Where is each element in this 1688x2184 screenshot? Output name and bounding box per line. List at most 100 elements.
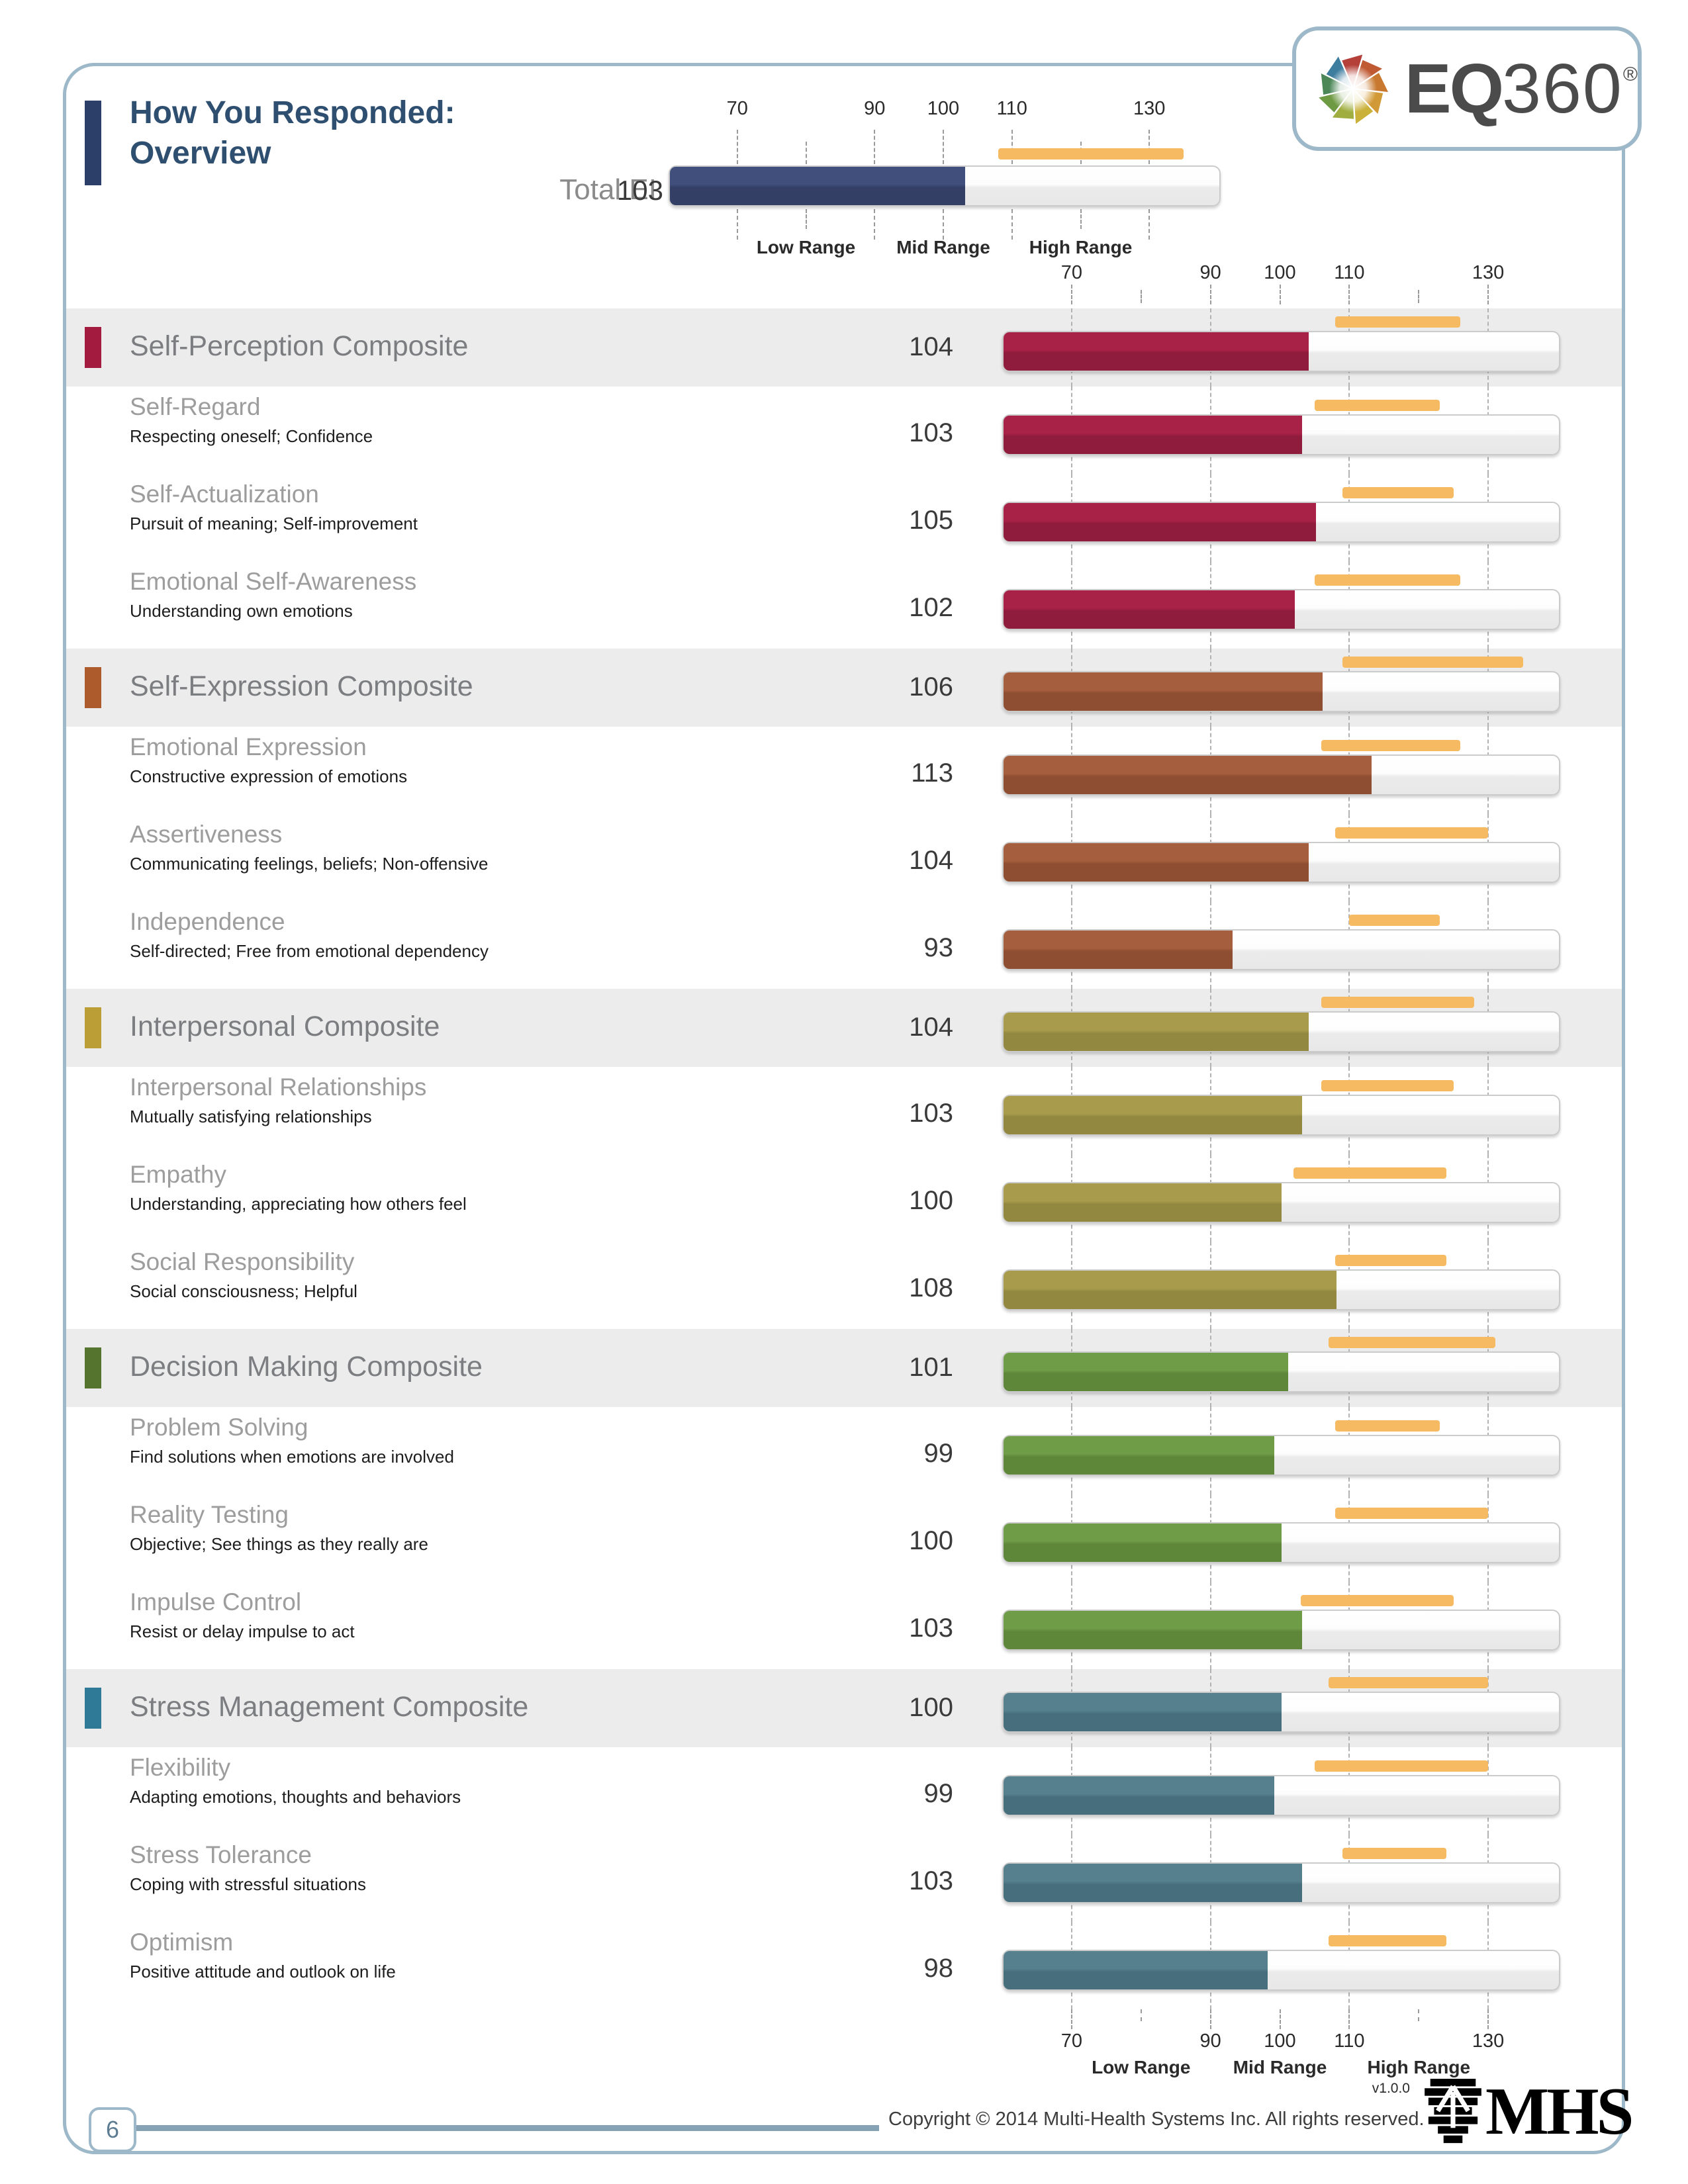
subscale-score: 93 [923, 933, 954, 962]
copyright-text: Copyright © 2014 Multi-Health Systems In… [888, 2109, 1425, 2130]
tick-mark [1149, 130, 1150, 164]
tick-mark [736, 209, 738, 240]
tick-mark [1418, 290, 1420, 303]
subscale-row: Self-Regard Respecting oneself; Confidenc… [66, 387, 1622, 474]
composite-accent-swatch [85, 1347, 101, 1388]
subscale-title: Interpersonal Relationships [130, 1073, 427, 1101]
subscale-title: Assertiveness [130, 821, 283, 848]
score-bar-fill [1004, 1693, 1282, 1731]
subscale-score: 103 [909, 1614, 953, 1643]
subscale-desc: Social consciousness; Helpful [130, 1281, 357, 1301]
subscale-title: Self-Actualization [130, 480, 319, 508]
score-bar-track [1002, 1435, 1560, 1476]
score-bar-fill [1004, 332, 1309, 371]
tick-mark [1209, 2009, 1211, 2029]
score-bar-track [1002, 1522, 1560, 1563]
composite-title: Self-Expression Composite [130, 670, 473, 702]
subscale-row: Flexibility Adapting emotions, thoughts a… [66, 1747, 1622, 1835]
score-bar-fill [670, 167, 966, 205]
tick-mark [1080, 209, 1082, 229]
footer-rule [136, 2125, 879, 2131]
subscale-row: Problem Solving Find solutions when emoti… [66, 1407, 1622, 1494]
score-bar-fill [1004, 1611, 1302, 1649]
subscale-score: 100 [909, 1186, 953, 1215]
subscale-row: Optimism Positive attitude and outlook on… [66, 1922, 1622, 2009]
subscale-score: 99 [923, 1779, 954, 1808]
tick-mark [1348, 2009, 1350, 2029]
composite-score: 101 [909, 1353, 953, 1382]
score-bar-fill [1004, 590, 1295, 629]
rater-range-band [1314, 1760, 1489, 1772]
composite-title: Self-Perception Composite [130, 330, 469, 362]
subscale-score: 98 [923, 1954, 954, 1983]
subscale-desc: Understanding own emotions [130, 601, 353, 621]
composite-accent-swatch [85, 667, 101, 708]
subscale-row: Emotional Self-Awareness Understanding ow… [66, 561, 1622, 649]
subscale-score: 100 [909, 1526, 953, 1555]
tick-mark [943, 209, 944, 240]
composite-score: 104 [909, 332, 953, 361]
composite-section: Stress Management Composite 100 Flexibilit… [0, 1669, 1688, 2009]
score-bar-fill [1004, 1524, 1282, 1562]
tick-mark [1070, 2009, 1072, 2029]
scale-number: 90 [864, 98, 886, 119]
subscale-desc: Objective; See things as they really are [130, 1534, 428, 1554]
score-bar-track [1002, 1095, 1560, 1136]
subscale-score: 103 [909, 1099, 953, 1128]
page-number-badge: 6 [89, 2107, 136, 2152]
subscale-title: Emotional Expression [130, 733, 367, 760]
tick-mark [1487, 2009, 1489, 2029]
score-bar-track [1002, 929, 1560, 970]
rater-range-band [1335, 827, 1489, 839]
tick-mark [874, 130, 876, 164]
scale-number: 110 [996, 98, 1027, 119]
composite-title: Decision Making Composite [130, 1351, 483, 1383]
page-title-line2: Overview [130, 136, 271, 171]
score-bar-track [1002, 1011, 1560, 1052]
composite-accent-swatch [85, 1007, 101, 1048]
rater-range-band [1293, 1167, 1447, 1179]
scale-number: 70 [726, 98, 748, 119]
subscale-desc: Resist or delay impulse to act [130, 1621, 355, 1641]
score-bar-fill [1004, 503, 1316, 541]
mhs-logo-icon [1425, 2079, 1481, 2144]
subscale-title: Problem Solving [130, 1414, 308, 1441]
subscale-title: Social Responsibility [130, 1248, 355, 1275]
composite-row: Decision Making Composite 101 [66, 1329, 1622, 1407]
scale-number: 130 [1472, 2030, 1505, 2052]
tick-mark [1418, 2009, 1420, 2021]
composite-score: 104 [909, 1013, 953, 1042]
subscale-title: Optimism [130, 1929, 234, 1956]
score-bar-track [1002, 1351, 1560, 1392]
composite-title: Interpersonal Composite [130, 1011, 440, 1042]
score-bar-track [1002, 671, 1560, 712]
subscale-title: Emotional Self-Awareness [130, 568, 417, 595]
subscale-desc: Find solutions when emotions are involve… [130, 1447, 454, 1467]
page-title-line1: How You Responded: [130, 95, 455, 130]
scale-number: 90 [1199, 2030, 1221, 2052]
tick-mark [874, 209, 876, 240]
subscale-desc: Coping with stressful situations [130, 1874, 366, 1894]
score-bar-fill [1004, 1096, 1302, 1134]
composite-score: 106 [909, 672, 953, 702]
subscale-title: Self-Regard [130, 393, 261, 420]
score-bar-track [1002, 1775, 1560, 1816]
rater-range-band [1349, 915, 1440, 926]
rater-range-band [1321, 1080, 1454, 1091]
score-bar-fill [1004, 843, 1309, 882]
rater-range-band [1342, 1848, 1447, 1859]
subscale-row: Independence Self-directed; Free from emo… [66, 901, 1622, 989]
subscale-row: Social Responsibility Social consciousnes… [66, 1242, 1622, 1329]
subscale-row: Empathy Understanding, appreciating how o… [66, 1154, 1622, 1242]
total-ei-score: 103 [616, 175, 663, 206]
rater-range-band [1328, 1677, 1489, 1688]
score-bar-fill [1004, 1013, 1309, 1051]
subscale-score: 103 [909, 418, 953, 447]
score-bar-track [1002, 1182, 1560, 1223]
score-bar-track [1002, 842, 1560, 883]
tick-mark [1149, 209, 1150, 240]
score-bar-track [669, 165, 1221, 206]
eq360-logo: EQ360® [1292, 26, 1642, 151]
subscale-title: Impulse Control [130, 1588, 302, 1615]
tick-mark [1279, 285, 1281, 304]
